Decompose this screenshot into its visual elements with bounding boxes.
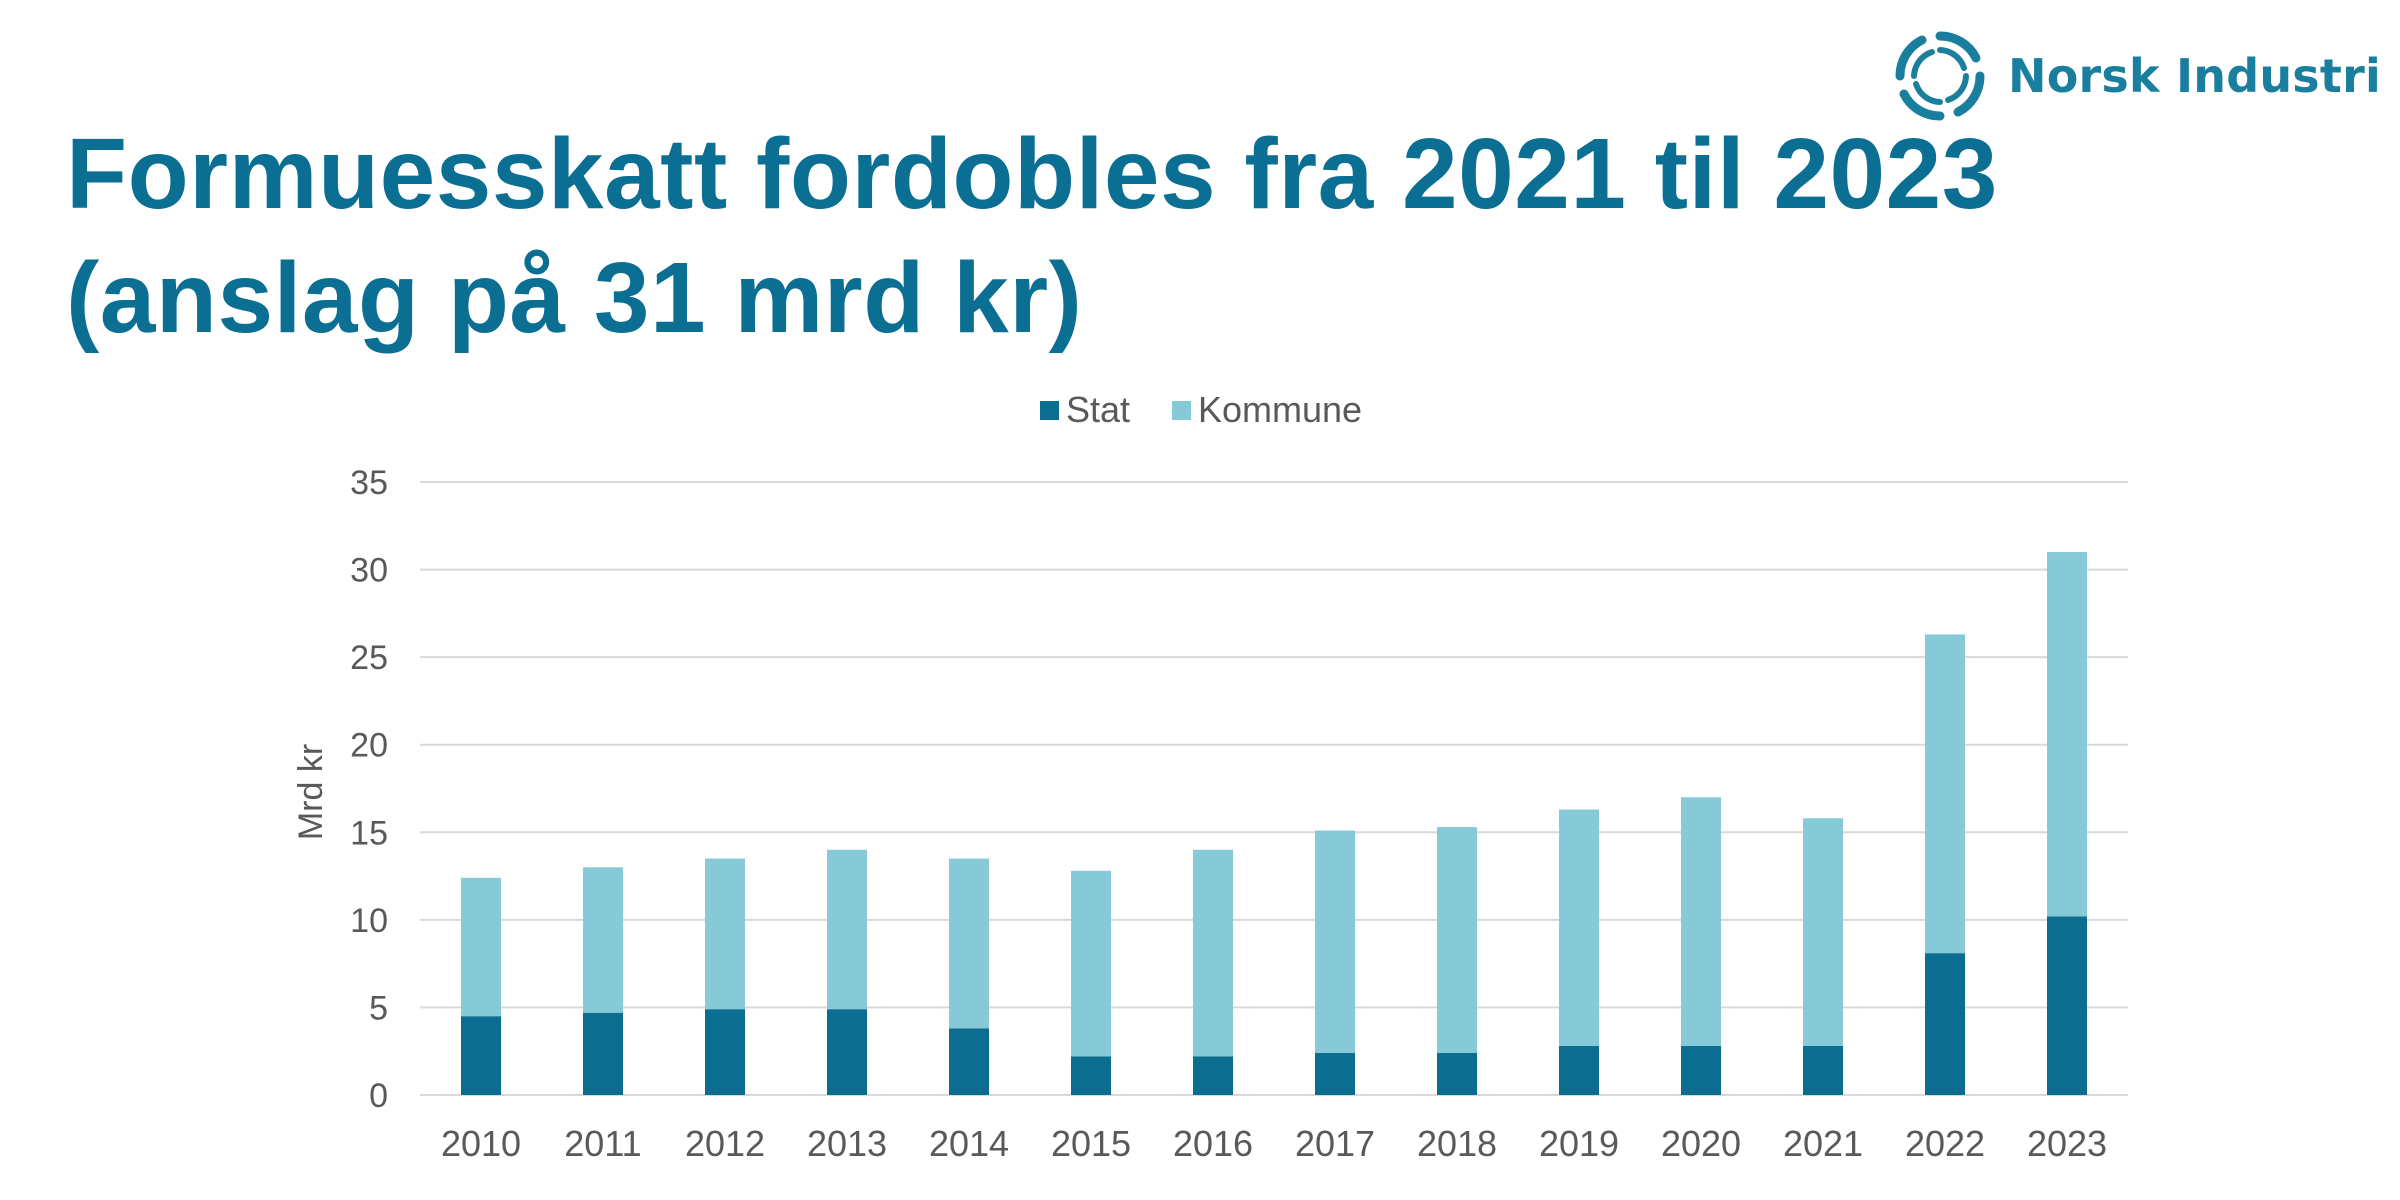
x-tick-label: 2018 (1417, 1123, 1497, 1164)
y-tick-label: 5 (369, 989, 388, 1027)
bar-stat-2015 (1071, 1056, 1111, 1095)
y-tick-label: 25 (350, 639, 388, 677)
bar-kommune-2016 (1193, 849, 1233, 1057)
y-axis-ticks: 0 5 10 15 20 25 30 35 (350, 464, 388, 1115)
bar-kommune-2017 (1315, 830, 1355, 1053)
x-tick-label: 2019 (1539, 1123, 1619, 1164)
logo-text: Norsk Industri (2008, 49, 2381, 103)
y-tick-label: 10 (350, 902, 388, 940)
title-line-1: Formuesskatt fordobles fra 2021 til 2023 (66, 118, 1998, 230)
bar-stat-2012 (705, 1009, 745, 1095)
x-tick-label: 2013 (807, 1123, 887, 1164)
y-tick-label: 35 (350, 464, 388, 502)
x-tick-label: 2023 (2027, 1123, 2107, 1164)
bar-kommune-2022 (1925, 634, 1965, 954)
y-tick-label: 30 (350, 552, 388, 590)
legend-label-stat: Stat (1066, 389, 1130, 430)
y-tick-label: 0 (369, 1077, 388, 1115)
bar-kommune-2023 (2047, 552, 2087, 917)
bar-stat-2017 (1315, 1052, 1355, 1095)
legend-label-kommune: Kommune (1198, 389, 1362, 430)
x-tick-label: 2010 (441, 1123, 521, 1164)
bar-kommune-2021 (1803, 818, 1843, 1046)
bar-stat-2020 (1681, 1045, 1721, 1095)
x-axis-ticks: 2010 2011 2012 2013 2014 2015 2016 2017 2018 2019… (441, 1123, 2107, 1164)
logo: Norsk Industri (1892, 28, 2381, 124)
bar-stat-2019 (1559, 1045, 1599, 1095)
bar-stat-2016 (1193, 1056, 1233, 1095)
bar-stat-2011 (583, 1012, 623, 1095)
x-tick-label: 2014 (929, 1123, 1009, 1164)
chart-legend: Stat Kommune (1040, 389, 1362, 430)
bar-kommune-2013 (827, 849, 867, 1010)
bar-kommune-2012 (705, 858, 745, 1010)
x-tick-label: 2022 (1905, 1123, 1985, 1164)
x-tick-label: 2011 (564, 1123, 641, 1164)
y-tick-label: 15 (350, 814, 388, 852)
legend-swatch-kommune (1172, 401, 1191, 420)
bar-kommune-2019 (1559, 809, 1599, 1046)
bar-stat-2014 (949, 1028, 989, 1095)
chart-bars (461, 552, 2087, 1095)
x-tick-label: 2016 (1173, 1123, 1253, 1164)
x-tick-label: 2020 (1661, 1123, 1741, 1164)
bar-kommune-2018 (1437, 827, 1477, 1053)
chart-gridlines (420, 481, 2128, 1096)
bar-kommune-2020 (1681, 797, 1721, 1046)
bar-kommune-2014 (949, 858, 989, 1029)
bar-stat-2022 (1925, 953, 1965, 1095)
x-tick-label: 2021 (1783, 1123, 1863, 1164)
x-tick-label: 2012 (685, 1123, 765, 1164)
norsk-industri-logo-icon (1895, 31, 1985, 121)
bar-kommune-2010 (461, 877, 501, 1017)
title-line-2: (anslag på 31 mrd kr) (66, 242, 1083, 354)
page-title: Formuesskatt fordobles fra 2021 til 2023… (66, 112, 2266, 360)
bar-kommune-2011 (583, 867, 623, 1013)
x-tick-label: 2015 (1051, 1123, 1131, 1164)
bar-stat-2021 (1803, 1045, 1843, 1095)
bar-stat-2023 (2047, 916, 2087, 1095)
bar-stat-2013 (827, 1009, 867, 1095)
bar-stat-2018 (1437, 1052, 1477, 1095)
bar-kommune-2015 (1071, 870, 1111, 1057)
x-tick-label: 2017 (1295, 1123, 1375, 1164)
bar-stat-2010 (461, 1016, 501, 1095)
y-axis-label: Mrd kr (292, 744, 330, 840)
y-tick-label: 20 (350, 727, 388, 765)
legend-swatch-stat (1040, 401, 1059, 420)
